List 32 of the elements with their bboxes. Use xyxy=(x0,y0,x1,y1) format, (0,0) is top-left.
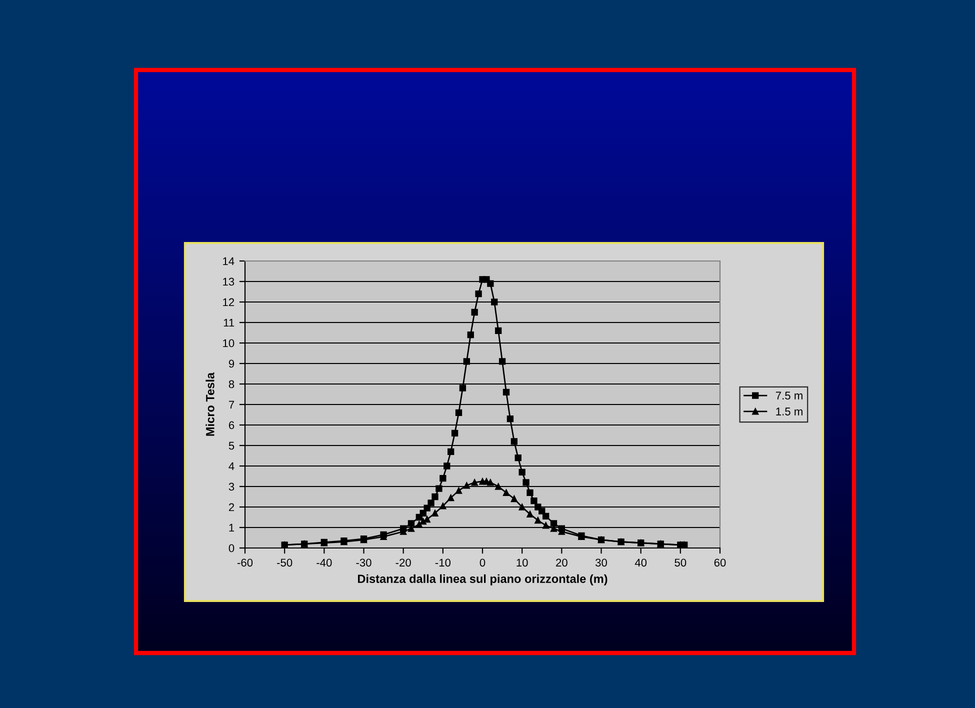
y-tick-label: 10 xyxy=(223,339,234,348)
y-tick-label: 5 xyxy=(228,442,234,450)
x-tick-label: 30 xyxy=(595,558,607,567)
y-tick-label: 9 xyxy=(228,360,234,368)
x-tick-label: -20 xyxy=(396,558,411,567)
y-tick-label: 7 xyxy=(228,400,234,409)
x-tick-label: -30 xyxy=(356,558,372,567)
x-tick-label: 60 xyxy=(714,558,726,567)
x-axis-title: Distanza dalla linea sul piano orizzontale (m) xyxy=(358,574,608,586)
y-tick-label: 13 xyxy=(223,278,234,286)
x-tick-label: 0 xyxy=(480,558,486,567)
x-tick-label: -40 xyxy=(316,558,332,567)
y-tick-label: 1 xyxy=(229,524,234,532)
x-tick-label: 10 xyxy=(516,558,528,567)
x-tick-label: 40 xyxy=(634,558,647,567)
y-tick-label: 11 xyxy=(224,318,234,327)
legend-label: 7.5 m xyxy=(776,392,802,400)
y-tick-label: 8 xyxy=(228,380,234,388)
x-tick-label: 20 xyxy=(556,558,568,567)
y-tick-label: 4 xyxy=(228,462,234,470)
y-tick-label: 12 xyxy=(223,298,234,306)
legend-label: 1.5 m xyxy=(776,408,802,416)
y-tick-label: 0 xyxy=(228,544,234,552)
x-tick-label: -60 xyxy=(237,558,253,567)
y-tick-label: 3 xyxy=(228,482,234,491)
x-tick-label: -50 xyxy=(277,558,292,567)
y-axis-title: Micro Tesla xyxy=(206,372,214,436)
y-tick-label: 2 xyxy=(228,503,234,512)
y-tick-label: 6 xyxy=(228,421,234,430)
x-tick-label: -10 xyxy=(435,558,451,567)
y-tick-label: 14 xyxy=(223,257,234,266)
x-tick-label: 50 xyxy=(674,558,686,567)
